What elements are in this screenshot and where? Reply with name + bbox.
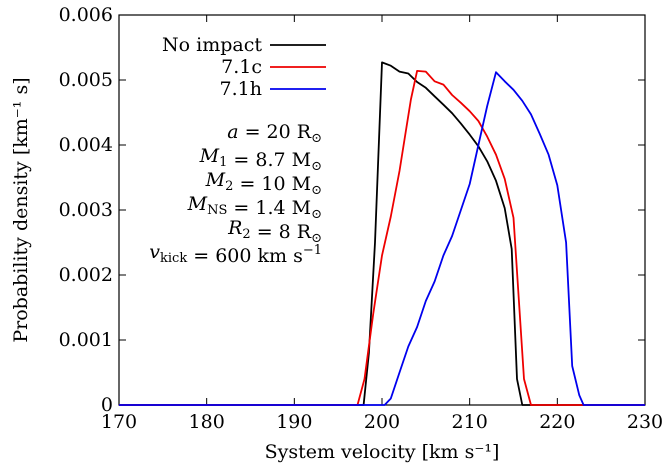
x-tick-label: 230 <box>627 411 663 433</box>
y-tick-label: 0.004 <box>59 134 113 156</box>
parameter-annotation: M1 = 8.7 M⊙ <box>199 145 322 174</box>
legend-entry-label: No impact <box>162 34 262 56</box>
y-tick-label: 0.005 <box>59 69 113 91</box>
y-axis-ticks: 0 0.001 0.002 0.003 0.004 0.005 0.006 <box>59 4 645 416</box>
y-axis-label: Probability density [km⁻¹ s] <box>10 77 32 342</box>
y-tick-label: 0.006 <box>59 4 113 26</box>
legend-entry-label: 7.1h <box>220 78 262 100</box>
series-line-7-1c <box>119 70 645 406</box>
legend-entry-label: 7.1c <box>221 56 262 78</box>
x-tick-label: 210 <box>452 411 488 433</box>
x-axis-ticks: 170 180 190 200 210 220 230 <box>101 15 663 433</box>
parameter-annotation: a = 20 R⊙ <box>227 121 322 146</box>
y-axis-label-text: Probability density [km⁻¹ s] <box>10 77 32 342</box>
parameter-annotations: a = 20 R⊙M1 = 8.7 M⊙M2 = 10 M⊙MNS = 1.4 … <box>149 121 322 267</box>
x-tick-label: 220 <box>539 411 575 433</box>
parameter-annotation: vkick = 600 km s−1 <box>149 241 322 267</box>
x-axis-label-text: System velocity [km s⁻¹] <box>265 441 500 463</box>
series-layer <box>119 61 645 406</box>
parameter-annotation: R2 = 8 R⊙ <box>227 217 322 246</box>
series-line-no-impact <box>119 61 645 406</box>
y-tick-label: 0 <box>101 394 113 416</box>
y-tick-label: 0.002 <box>59 264 113 286</box>
x-tick-label: 180 <box>189 411 225 433</box>
x-tick-label: 200 <box>364 411 400 433</box>
x-tick-label: 190 <box>276 411 312 433</box>
x-axis-label: System velocity [km s⁻¹] <box>265 441 500 463</box>
y-tick-label: 0.003 <box>59 199 113 221</box>
x-tick-label: 170 <box>101 411 137 433</box>
series-line-7-1h <box>119 71 645 406</box>
parameter-annotation: M2 = 10 M⊙ <box>205 169 322 198</box>
parameter-annotation: MNS = 1.4 M⊙ <box>187 193 322 222</box>
y-tick-label: 0.001 <box>59 329 113 351</box>
